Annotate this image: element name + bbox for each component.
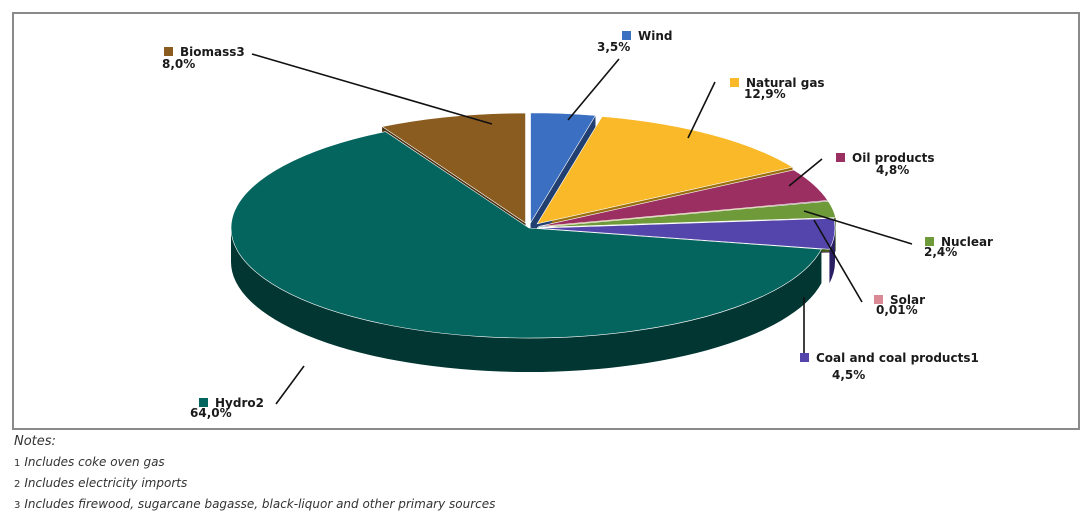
note-3: 3 Includes firewood, sugarcane bagasse, b… [14, 497, 1074, 511]
leader-line-wind [567, 58, 620, 121]
notes-title: Notes: [14, 434, 56, 449]
note-1-text: Includes coke oven gas [24, 455, 165, 469]
note-1: 1 Includes coke oven gas [14, 455, 1074, 469]
slice-value-biomass3: 8,0% [162, 57, 195, 71]
pie-slice-biomass3 [381, 112, 526, 224]
slice-label-natural-gas: Natural gas [746, 76, 825, 90]
note-2-text: Includes electricity imports [24, 476, 188, 490]
legend-swatch-solar [874, 295, 883, 304]
leader-line-natural-gas [687, 81, 716, 139]
note-3-text: Includes firewood, sugarcane bagasse, bl… [24, 497, 496, 511]
slice-value-nuclear: 2,4% [924, 245, 957, 259]
slice-label-nuclear: Nuclear [941, 235, 993, 249]
slice-label-solar: Solar [890, 293, 925, 307]
legend-swatch-natural-gas [730, 78, 739, 87]
slice-value-wind: 3,5% [597, 40, 630, 54]
pie-slice-hydro2 [230, 131, 822, 339]
slice-label-hydro2: Hydro2 [215, 396, 264, 410]
pie-slice-oil-products [538, 169, 829, 227]
chart-frame: Wind 3,5% Natural gas 12,9% Oil products 4,8%… [12, 12, 1080, 430]
pie-slice-coal-and-coal-products1 [536, 218, 836, 250]
note-2-number: 2 [14, 479, 21, 490]
legend-swatch-nuclear [925, 237, 934, 246]
slice-value-oil-products: 4,8% [876, 163, 909, 177]
pie-slice-nuclear [538, 200, 837, 228]
legend-swatch-coal-and-coal-products1 [800, 353, 809, 362]
pie-slice-natural-gas [536, 116, 794, 225]
legend-swatch-oil-products [836, 153, 845, 162]
slice-value-solar: 0,01% [876, 303, 918, 317]
legend-swatch-wind [622, 31, 631, 40]
slice-label-biomass3: Biomass3 [180, 45, 245, 59]
slice-value-natural-gas: 12,9% [744, 87, 786, 101]
note-3-number: 3 [14, 500, 21, 511]
legend-swatch-hydro2 [199, 398, 208, 407]
note-2: 2 Includes electricity imports [14, 476, 1074, 490]
note-1-number: 1 [14, 458, 21, 469]
leader-line-hydro2 [275, 365, 305, 405]
leader-line-solar [813, 219, 863, 303]
pie-side-hydro2 [231, 228, 822, 372]
pie-tops [230, 112, 837, 339]
slice-value-coal-and-coal-products1: 4,5% [832, 368, 865, 382]
slice-label-wind: Wind [638, 29, 672, 43]
slice-label-coal-and-coal-products1: Coal and coal products1 [816, 351, 979, 365]
slice-value-hydro2: 64,0% [190, 406, 232, 420]
leader-line-oil-products [788, 158, 823, 187]
pie-slice-wind [530, 112, 596, 224]
leader-line-biomass3 [251, 53, 493, 125]
slice-label-oil-products: Oil products [852, 151, 934, 165]
notes: Notes: 1 Includes coke oven gas 2 Includes… [14, 434, 1074, 518]
pie-slice-solar [536, 217, 835, 229]
pie-side-coal-and-coal-products1 [829, 228, 835, 284]
legend-swatch-biomass3 [164, 47, 173, 56]
leader-line-nuclear [803, 210, 913, 245]
